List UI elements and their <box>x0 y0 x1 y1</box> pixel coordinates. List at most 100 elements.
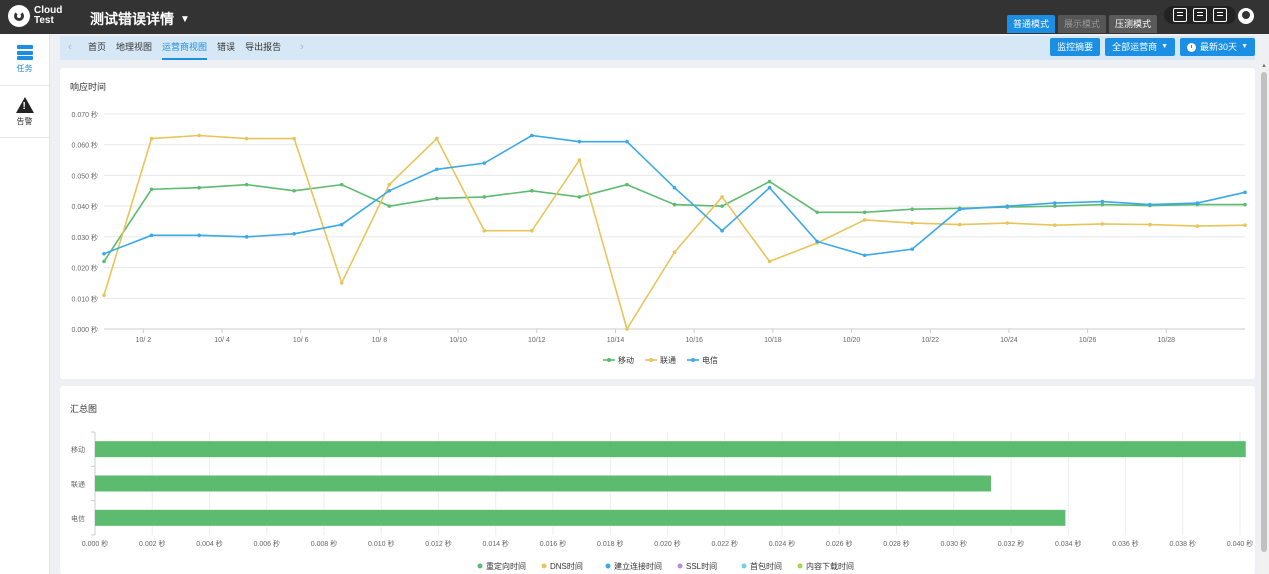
x-tick-label: 0.008 秒 <box>311 539 337 548</box>
x-tick-label: 0.040 秒 <box>1227 539 1253 548</box>
data-point <box>1005 204 1010 208</box>
document-icon[interactable] <box>1193 8 1207 22</box>
legend-label: 电信 <box>702 355 718 365</box>
tab-stress-mode[interactable]: 压测模式 <box>1109 15 1158 33</box>
time-range-select[interactable]: 最新30天 ▼ <box>1180 38 1255 56</box>
download-icon[interactable] <box>1213 8 1227 22</box>
left-sidebar: 任务 告警 <box>0 34 50 574</box>
tab-carrier-view[interactable]: 运营商视图 <box>162 36 208 60</box>
page-title: 测试错误详情 <box>90 11 174 27</box>
x-tick-label: 0.032 秒 <box>998 539 1024 548</box>
carrier-select[interactable]: 全部运营商 ▼ <box>1105 38 1176 56</box>
carrier-select-label: 全部运营商 <box>1112 42 1158 52</box>
x-tick-label: 0.002 秒 <box>139 539 165 548</box>
time-range-label: 最新30天 <box>1200 42 1238 52</box>
chevron-left-icon[interactable]: ‹ <box>68 41 72 53</box>
data-point <box>1100 222 1105 226</box>
alert-icon <box>15 96 34 113</box>
data-point <box>387 182 392 187</box>
report-icon[interactable] <box>1173 8 1187 22</box>
data-point <box>387 188 392 193</box>
x-tick-label: 10/ 4 <box>214 337 230 344</box>
page-scrollbar[interactable]: ▲ <box>1259 62 1269 574</box>
data-point <box>1148 202 1152 207</box>
data-point <box>197 185 201 190</box>
data-point <box>197 133 201 138</box>
data-point <box>434 136 439 141</box>
logo[interactable]: Cloud Test <box>8 5 63 27</box>
response-time-panel: 响应时间 0.000 秒 0.010 秒 0.020 秒 0.030 秒 0.040 秒… <box>60 68 1255 379</box>
tab-home[interactable]: 首页 <box>88 42 107 52</box>
bar-电信 <box>95 509 1066 526</box>
data-point <box>482 161 487 165</box>
data-point <box>672 202 677 207</box>
scroll-up-icon[interactable]: ▲ <box>1261 63 1267 69</box>
data-point <box>292 188 296 193</box>
x-tick-label: 10/22 <box>921 337 939 344</box>
mode-tabs: 普通模式 展示模式 压测模式 <box>1007 15 1160 33</box>
data-point <box>1053 201 1057 205</box>
y-tick-label: 0.070 秒 <box>72 110 98 119</box>
monitor-summary-button[interactable]: 监控摘要 <box>1050 38 1101 56</box>
data-point <box>862 253 867 258</box>
x-tick-label: 0.022 秒 <box>712 539 738 548</box>
caret-down-icon: ▼ <box>1161 43 1169 50</box>
data-point <box>434 196 439 201</box>
top-bar: Cloud Test 测试错误详情 ▼ 普通模式 展示模式 压测模式 <box>0 0 1269 34</box>
data-point <box>149 136 154 141</box>
x-tick-label: 0.018 秒 <box>597 539 623 548</box>
bar-移动 <box>95 441 1246 458</box>
legend-item: 移动 <box>603 355 634 365</box>
data-point <box>339 281 344 285</box>
legend-label: 建立连接时间 <box>614 561 662 571</box>
legend-swatch <box>477 563 483 569</box>
y-tick-label: 0.060 秒 <box>72 141 98 150</box>
data-point <box>482 195 487 199</box>
data-point <box>720 195 724 199</box>
tab-normal-mode[interactable]: 普通模式 <box>1007 15 1056 33</box>
x-tick-label: 10/16 <box>685 337 703 344</box>
legend-item: 建立连接时间 <box>605 561 662 571</box>
legend-item: DNS时间 <box>541 561 583 571</box>
tab-geo-view[interactable]: 地理视图 <box>116 42 153 52</box>
data-point <box>910 207 915 212</box>
data-point <box>530 188 534 193</box>
data-point <box>1243 190 1247 195</box>
data-point <box>102 259 106 264</box>
sidebar-item-alerts[interactable]: 告警 <box>0 86 49 138</box>
x-tick-label: 0.034 秒 <box>1055 539 1081 548</box>
data-point <box>149 187 154 192</box>
series-line-移动 <box>103 180 1245 262</box>
data-point <box>815 239 819 244</box>
data-point <box>1243 202 1247 207</box>
data-point <box>625 139 629 144</box>
page-title-dropdown[interactable]: 测试错误详情 ▼ <box>90 9 190 29</box>
tab-display-mode[interactable]: 展示模式 <box>1058 15 1107 33</box>
tab-export-report[interactable]: 导出报告 <box>245 42 282 52</box>
y-tick-label: 0.020 秒 <box>72 264 98 273</box>
x-tick-label: 10/28 <box>1158 337 1176 344</box>
data-point <box>815 210 819 215</box>
tab-errors[interactable]: 错误 <box>217 42 236 52</box>
x-tick-label: 0.038 秒 <box>1170 539 1196 548</box>
x-tick-label: 0.010 秒 <box>368 539 394 548</box>
x-tick-label: 10/ 8 <box>372 337 388 344</box>
user-avatar-icon[interactable] <box>1238 8 1254 24</box>
y-tick-label: 移动 <box>71 445 85 454</box>
data-point <box>720 204 724 208</box>
caret-down-icon: ▼ <box>180 13 190 25</box>
data-point <box>957 222 962 227</box>
sub-actions: 监控摘要 全部运营商 ▼ 最新30天 ▼ <box>1045 38 1255 56</box>
legend-label: 联通 <box>660 355 676 365</box>
data-point <box>862 218 867 222</box>
legend-item: 联通 <box>645 355 676 365</box>
scroll-thumb[interactable] <box>1261 72 1267 552</box>
legend-swatch-dot <box>607 358 611 362</box>
logo-text: Cloud Test <box>34 5 63 26</box>
chevron-right-icon[interactable]: › <box>300 41 304 53</box>
x-tick-label: 0.030 秒 <box>941 539 967 548</box>
sidebar-item-tasks[interactable]: 任务 <box>0 34 49 86</box>
legend-swatch-dot <box>649 358 653 362</box>
legend-label: 重定向时间 <box>486 561 526 571</box>
data-point <box>1195 201 1200 205</box>
